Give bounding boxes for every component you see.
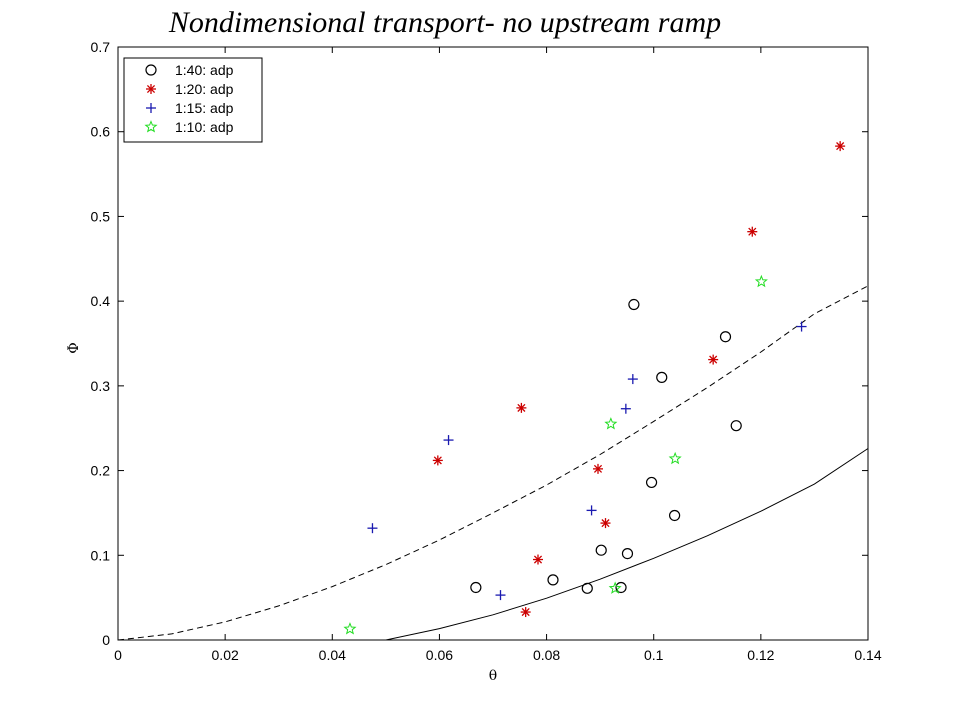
data-point-circle — [470, 581, 482, 594]
y-tick-label: 0 — [102, 632, 110, 648]
legend-marker-asterisk — [146, 84, 156, 94]
plot-area — [117, 46, 869, 641]
legend-marker-star — [144, 120, 158, 133]
data-point-plus — [586, 505, 597, 516]
data-point-asterisk — [600, 518, 611, 529]
data-point-circle — [645, 476, 658, 489]
y-axis-label: Φ — [66, 342, 82, 353]
legend-entry-label: 1:20: adp — [175, 81, 234, 97]
x-tick-label: 0.12 — [747, 647, 774, 663]
legend-marker-plus — [146, 103, 156, 113]
data-point-circle — [615, 581, 627, 594]
x-tick-label: 0.14 — [854, 647, 881, 663]
data-point-asterisk — [835, 141, 846, 152]
data-point-circle — [656, 371, 668, 383]
legend-marker-circle — [145, 64, 157, 76]
data-point-circle — [628, 298, 640, 311]
data-point-circle — [669, 509, 681, 522]
data-point-star — [604, 417, 618, 430]
data-point-circle — [621, 547, 634, 560]
x-tick-label: 0 — [114, 647, 122, 663]
data-point-asterisk — [533, 554, 543, 565]
legend: 1:40: adp 1:20: adp 1:15: adp 1:10: adp — [123, 57, 263, 143]
data-point-star — [754, 274, 768, 288]
data-point-circle — [595, 544, 607, 556]
x-tick-label: 0.06 — [426, 647, 453, 663]
data-point-circle — [547, 574, 559, 586]
ticks-layer: 0 0.02 0.04 0.06 0.08 0.1 0.12 0.14 0 0.1 0.2 0.3 0.… — [91, 39, 882, 663]
data-point-plus — [495, 590, 506, 601]
legend-entry-label: 1:40: adp — [175, 62, 234, 78]
points-layer — [343, 141, 846, 635]
data-point-plus — [367, 523, 378, 534]
x-tick-label: 0.08 — [533, 647, 560, 663]
y-tick-label: 0.2 — [91, 463, 111, 479]
chart-title: Nondimensional transport- no upstream ra… — [168, 6, 722, 39]
data-point-star — [343, 622, 357, 635]
data-point-asterisk — [520, 607, 531, 618]
solid-fit-curve — [385, 448, 869, 641]
curves-layer — [117, 285, 869, 641]
data-point-asterisk — [593, 463, 603, 474]
legend-entry-label: 1:15: adp — [175, 100, 234, 116]
data-point-asterisk — [432, 455, 443, 466]
data-point-star — [608, 581, 622, 594]
y-tick-label: 0.7 — [91, 39, 111, 55]
data-point-plus — [620, 403, 631, 414]
x-tick-label: 0.04 — [319, 647, 346, 663]
data-point-plus — [796, 321, 807, 332]
y-tick-label: 0.1 — [91, 547, 111, 563]
legend-entry-label: 1:10: adp — [175, 119, 234, 135]
y-tick-label: 0.5 — [91, 208, 111, 224]
data-point-plus — [443, 435, 454, 446]
y-tick-label: 0.6 — [91, 124, 111, 140]
data-point-asterisk — [516, 402, 527, 413]
data-point-plus — [627, 374, 638, 385]
data-point-circle — [581, 582, 593, 594]
data-point-asterisk — [747, 226, 758, 237]
y-tick-label: 0.3 — [91, 378, 111, 394]
x-tick-label: 0.1 — [644, 647, 664, 663]
x-tick-label: 0.02 — [212, 647, 239, 663]
data-point-circle — [730, 420, 742, 432]
data-point-circle — [719, 331, 732, 343]
data-point-asterisk — [708, 354, 719, 365]
x-axis-label: θ — [489, 668, 497, 684]
data-point-star — [668, 451, 682, 465]
y-tick-label: 0.4 — [91, 293, 111, 309]
